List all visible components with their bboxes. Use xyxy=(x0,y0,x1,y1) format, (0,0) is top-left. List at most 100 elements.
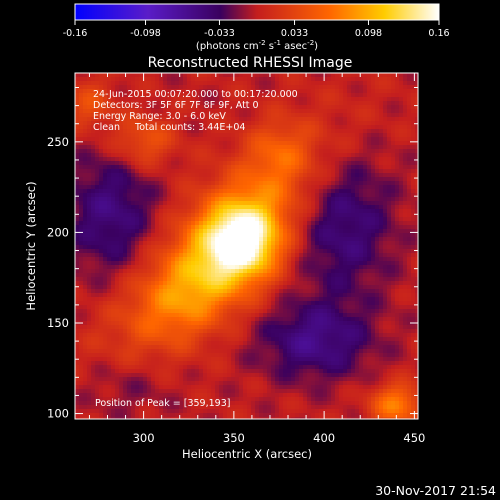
heatmap-cell xyxy=(223,209,228,214)
heatmap-cell xyxy=(411,221,416,226)
heatmap-cell xyxy=(183,169,188,174)
heatmap-cell xyxy=(311,149,316,154)
heatmap-cell xyxy=(287,117,292,122)
heatmap-cell xyxy=(363,77,368,82)
heatmap-cell xyxy=(339,289,344,294)
heatmap-cell xyxy=(295,277,300,282)
heatmap-cell xyxy=(303,221,308,226)
heatmap-cell xyxy=(203,261,208,266)
heatmap-cell xyxy=(91,209,96,214)
heatmap-cell xyxy=(103,241,108,246)
heatmap-cell xyxy=(271,81,276,86)
heatmap-cell xyxy=(367,141,372,146)
heatmap-cell xyxy=(135,97,140,102)
heatmap-cell xyxy=(391,241,396,246)
heatmap-cell xyxy=(307,125,312,130)
heatmap-cell xyxy=(123,81,128,86)
heatmap-cell xyxy=(255,77,260,82)
heatmap-cell xyxy=(83,241,88,246)
heatmap-cell xyxy=(167,273,172,278)
heatmap-cell xyxy=(323,97,328,102)
heatmap-cell xyxy=(191,265,196,270)
heatmap-cell xyxy=(179,125,184,130)
heatmap-cell xyxy=(251,201,256,206)
heatmap-cell xyxy=(175,293,180,298)
heatmap-cell xyxy=(183,97,188,102)
heatmap-cell xyxy=(143,141,148,146)
heatmap-cell xyxy=(331,105,336,110)
heatmap-cell xyxy=(195,125,200,130)
heatmap-cell xyxy=(331,85,336,90)
heatmap-cell xyxy=(91,285,96,290)
heatmap-cell xyxy=(115,301,120,306)
heatmap-cell xyxy=(239,285,244,290)
heatmap-cell xyxy=(103,117,108,122)
heatmap-cell xyxy=(335,185,340,190)
heatmap-cell xyxy=(291,209,296,214)
heatmap-cell xyxy=(187,89,192,94)
heatmap-cell xyxy=(255,221,260,226)
heatmap-cell xyxy=(311,189,316,194)
heatmap-cell xyxy=(299,245,304,250)
heatmap-cell xyxy=(259,121,264,126)
heatmap-cell xyxy=(335,213,340,218)
heatmap-cell xyxy=(307,265,312,270)
chart-title: Reconstructed RHESSI Image xyxy=(148,55,353,71)
heatmap-cell xyxy=(227,85,232,90)
heatmap-cell xyxy=(347,253,352,258)
heatmap-cell xyxy=(191,197,196,202)
heatmap-cell xyxy=(103,245,108,250)
heatmap-cell xyxy=(175,161,180,166)
heatmap-cell xyxy=(127,141,132,146)
heatmap-cell xyxy=(315,165,320,170)
heatmap-cell xyxy=(143,301,148,306)
heatmap-cell xyxy=(363,85,368,90)
heatmap-cell xyxy=(367,293,372,298)
heatmap-cell xyxy=(83,169,88,174)
heatmap-cell xyxy=(119,141,124,146)
heatmap-cell xyxy=(75,177,80,182)
heatmap-cell xyxy=(103,177,108,182)
heatmap-cell xyxy=(407,289,412,294)
heatmap-cell xyxy=(363,241,368,246)
heatmap-cell xyxy=(99,197,104,202)
heatmap-cell xyxy=(295,201,300,206)
heatmap-cell xyxy=(267,113,272,118)
heatmap-cell xyxy=(203,269,208,274)
heatmap-cell xyxy=(127,169,132,174)
heatmap-cell xyxy=(103,221,108,226)
heatmap-cell xyxy=(339,245,344,250)
heatmap-cell xyxy=(395,249,400,254)
heatmap-cell xyxy=(123,273,128,278)
heatmap-cell xyxy=(147,105,152,110)
heatmap-cell xyxy=(179,261,184,266)
heatmap-cell xyxy=(279,145,284,150)
heatmap-cell xyxy=(99,269,104,274)
heatmap-cell xyxy=(379,193,384,198)
heatmap-cell xyxy=(383,289,388,294)
heatmap-cell xyxy=(251,277,256,282)
heatmap-cell xyxy=(275,189,280,194)
heatmap-cell xyxy=(99,205,104,210)
heatmap-cell xyxy=(167,73,172,78)
heatmap-cell xyxy=(291,205,296,210)
heatmap-cell xyxy=(363,229,368,234)
heatmap-cell xyxy=(231,273,236,278)
heatmap-cell xyxy=(231,149,236,154)
heatmap-cell xyxy=(183,161,188,166)
heatmap-cell xyxy=(219,213,224,218)
heatmap-cell xyxy=(231,221,236,226)
heatmap-cell xyxy=(83,161,88,166)
heatmap-cell xyxy=(155,101,160,106)
heatmap-cell xyxy=(407,177,412,182)
heatmap-cell xyxy=(283,97,288,102)
heatmap-cell xyxy=(259,101,264,106)
heatmap-cell xyxy=(379,189,384,194)
heatmap-cell xyxy=(119,145,124,150)
heatmap-cell xyxy=(263,245,268,250)
heatmap-cell xyxy=(231,177,236,182)
heatmap-cell xyxy=(339,185,344,190)
heatmap-cell xyxy=(379,229,384,234)
heatmap-cell xyxy=(343,105,348,110)
heatmap-cell xyxy=(143,81,148,86)
